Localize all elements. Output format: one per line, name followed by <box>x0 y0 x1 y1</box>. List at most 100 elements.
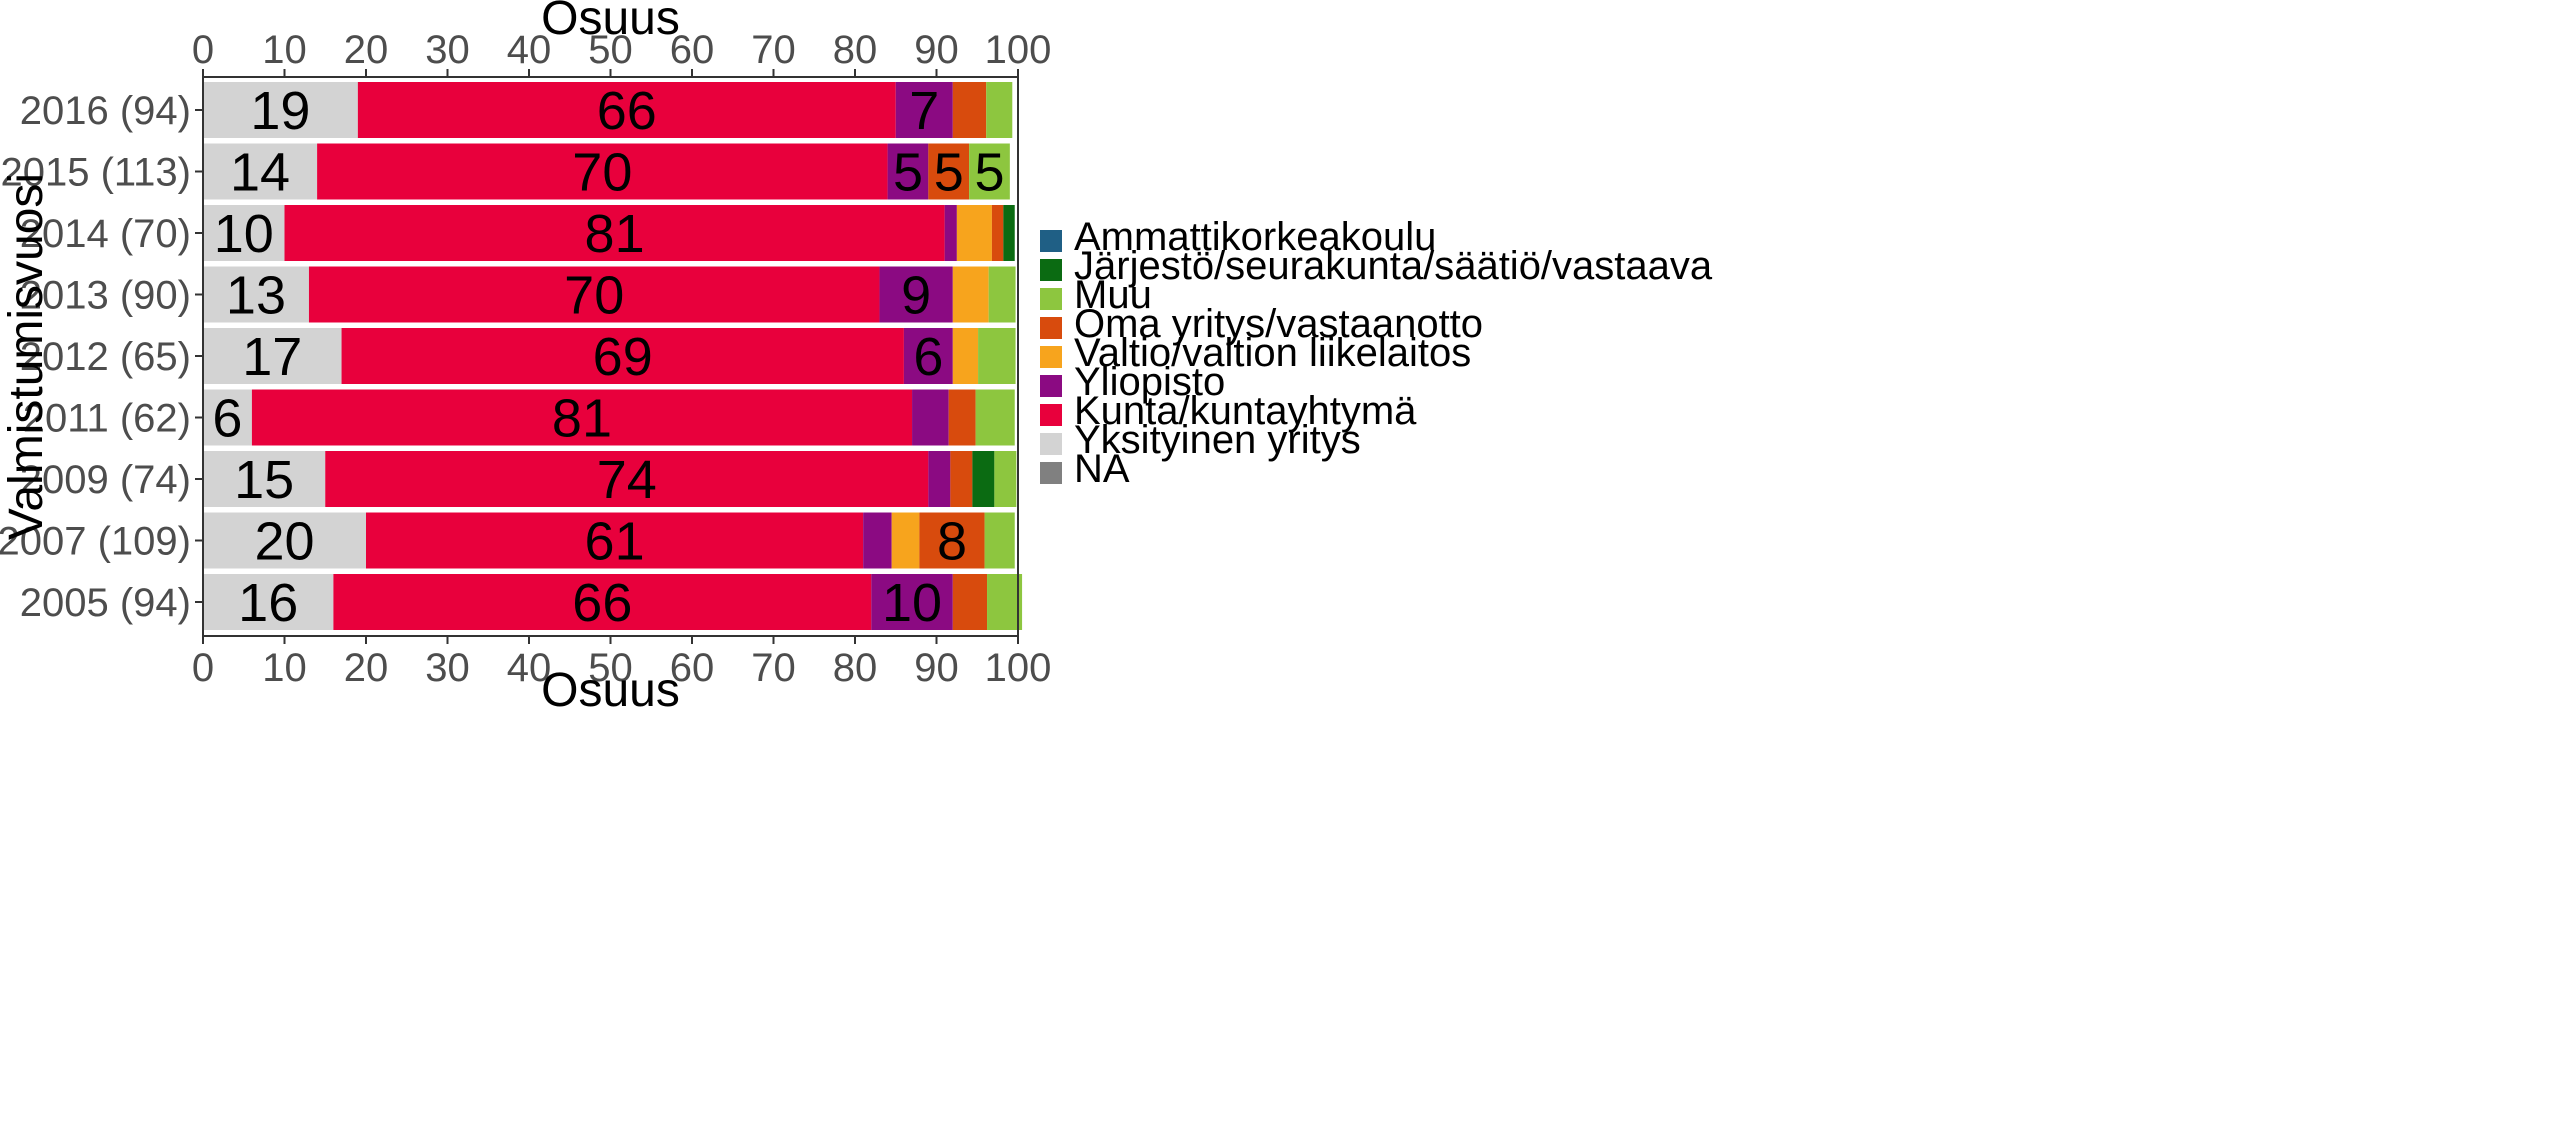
x-axis-title: Osuus <box>541 664 680 717</box>
bar-value-label: 5 <box>934 143 964 203</box>
x-tick-label: 30 <box>425 646 470 690</box>
legend: AmmattikorkeakouluJärjestö/seurakunta/sä… <box>1040 215 1713 491</box>
y-tick-label: 2007 (109) <box>0 520 191 564</box>
legend-label: NA <box>1074 447 1130 491</box>
x-tick-label: 90 <box>914 28 959 72</box>
bar-segment <box>948 389 976 446</box>
bar-segment <box>975 389 1015 446</box>
x-tick-label: 50 <box>588 646 633 690</box>
y-tick-label: 2014 (70) <box>20 212 191 256</box>
bar-value-label: 14 <box>230 143 290 203</box>
bar-segment <box>203 389 252 446</box>
bar-segment <box>203 451 326 507</box>
bar-value-label: 5 <box>974 143 1004 203</box>
legend-label: Järjestö/seurakunta/säätiö/vastaava <box>1074 244 1713 288</box>
bar-segment <box>969 143 1010 200</box>
bar-segment <box>952 82 987 138</box>
x-tick-label: 50 <box>588 28 633 72</box>
x-tick-label: 60 <box>670 646 715 690</box>
bar-segment <box>978 328 1016 384</box>
legend-label: Yliopisto <box>1074 360 1225 404</box>
x-tick-label: 60 <box>670 28 715 72</box>
y-axis-title: Valmistumisvuosi <box>0 173 53 540</box>
bar-segment <box>341 328 904 384</box>
x-tick-label: 40 <box>507 28 552 72</box>
x-tick-label: 100 <box>985 646 1052 690</box>
x-tick-label: 30 <box>425 28 470 72</box>
bar-value-label: 70 <box>572 143 632 203</box>
bar-segment <box>994 451 1017 507</box>
bar-value-label: 13 <box>226 266 286 326</box>
bar-segment <box>987 574 1023 630</box>
bar-segment <box>203 328 342 384</box>
bar-segment <box>952 266 989 323</box>
bar-segment <box>988 266 1016 323</box>
legend-key <box>1040 433 1062 455</box>
bar-segment <box>203 82 358 138</box>
bar-segment <box>952 328 979 384</box>
bar-segment <box>950 451 973 507</box>
y-tick-label: 2011 (62) <box>23 397 191 441</box>
bar-value-label: 66 <box>572 573 632 633</box>
legend-label: Muu <box>1074 273 1152 317</box>
bar-segment <box>357 82 896 138</box>
y-tick-label: 2009 (74) <box>20 458 191 502</box>
bar-segment <box>887 143 929 200</box>
bar-segment <box>895 82 953 138</box>
legend-label: Ammattikorkeakoulu <box>1074 215 1436 259</box>
bar-segment <box>308 266 880 323</box>
bar-value-label: 10 <box>882 573 942 633</box>
legend-label: Kunta/kuntayhtymä <box>1074 389 1417 433</box>
bar-segment <box>991 205 1004 261</box>
x-tick-label: 100 <box>985 28 1052 72</box>
bar-value-label: 9 <box>901 266 931 326</box>
bar-value-label: 70 <box>564 266 624 326</box>
bar-segment <box>871 574 953 630</box>
bar-segment <box>956 205 992 261</box>
bar-segment <box>928 143 970 200</box>
bar-segment <box>317 143 888 200</box>
bar-segment <box>952 574 988 630</box>
y-tick-label: 2015 (113) <box>0 151 191 195</box>
legend-key <box>1040 462 1062 484</box>
bar-segment <box>919 512 985 569</box>
y-tick-label: 2012 (65) <box>20 335 191 379</box>
legend-key <box>1040 317 1062 339</box>
x-tick-label: 20 <box>344 646 389 690</box>
y-axis: 2016 (94) 2015 (113) 2014 (70) 2013 (90) 201… <box>0 89 203 625</box>
bar-value-label: 81 <box>552 389 612 449</box>
bar-value-label: 5 <box>893 143 923 203</box>
legend-label: Valtio/valtion liikelaitos <box>1074 331 1471 375</box>
legend-key <box>1040 404 1062 426</box>
y-tick-label: 2005 (94) <box>20 581 191 625</box>
bar-segment <box>203 143 318 200</box>
x-tick-label: 90 <box>914 646 959 690</box>
bar-segment <box>863 512 892 569</box>
bar-value-label: 8 <box>937 512 967 572</box>
bar-segment <box>203 266 309 323</box>
bar-segment <box>986 82 1013 138</box>
bar-value-label: 16 <box>238 573 298 633</box>
x-tick-label: 10 <box>262 646 307 690</box>
x-axis-title-top: Osuus <box>541 0 680 45</box>
legend-key <box>1040 346 1062 368</box>
bar-value-label: 15 <box>234 450 294 510</box>
bar-value-label: 10 <box>214 204 274 264</box>
bar-segment <box>944 205 957 261</box>
x-tick-label: 70 <box>751 646 796 690</box>
bar-segment <box>879 266 953 323</box>
bar-segment <box>928 451 951 507</box>
bar-value-label: 7 <box>909 81 939 141</box>
bars-layer <box>203 82 1023 630</box>
legend-label: Oma yritys/vastaanotto <box>1074 302 1483 346</box>
bar-segment <box>984 512 1015 569</box>
bar-value-label: 61 <box>585 512 645 572</box>
bar-value-label: 6 <box>212 389 242 449</box>
x-tick-label: 40 <box>507 646 552 690</box>
x-tick-label: 10 <box>262 28 307 72</box>
bar-segment <box>972 451 995 507</box>
bar-segment <box>333 574 872 630</box>
legend-key <box>1040 375 1062 397</box>
legend-key <box>1040 230 1062 252</box>
